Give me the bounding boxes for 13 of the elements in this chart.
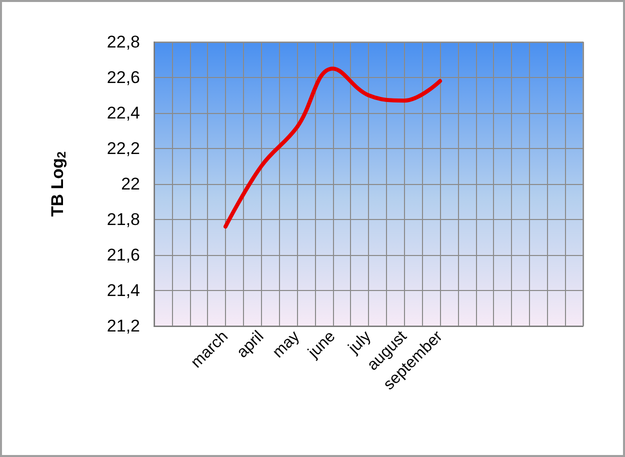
- y-tick-label: 22: [121, 174, 140, 194]
- y-tick-label: 22,4: [106, 104, 140, 122]
- line-series: [224, 66, 442, 229]
- y-tick-label: 22,6: [106, 68, 140, 87]
- x-tick-label: july: [344, 328, 375, 358]
- y-tick-label: 22,8: [106, 32, 140, 52]
- y-tick-label: 21,8: [106, 210, 140, 229]
- y-tick-label: 22,2: [106, 139, 140, 158]
- y-tick-label: 21,6: [106, 246, 140, 264]
- y-tick-label: 21,2: [106, 316, 140, 336]
- y-axis-title: TB Log2: [48, 151, 68, 217]
- x-tick-label: may: [270, 328, 304, 362]
- y-tick-label: 21,4: [106, 281, 140, 300]
